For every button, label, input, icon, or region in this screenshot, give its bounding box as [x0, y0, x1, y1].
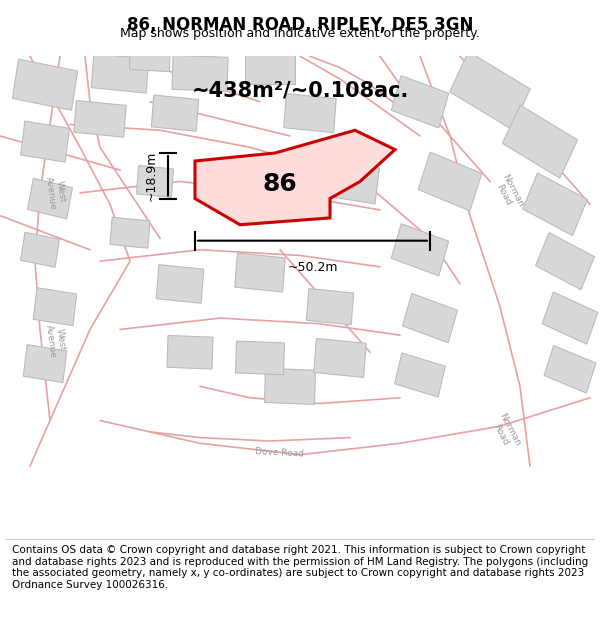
Bar [450, 52, 530, 129]
Text: ~18.9m: ~18.9m [145, 151, 158, 201]
Bar [391, 76, 449, 128]
Bar [136, 166, 173, 198]
Bar [523, 173, 587, 236]
Text: Dove Road: Dove Road [256, 447, 305, 458]
Bar [13, 59, 77, 110]
Bar [28, 178, 73, 219]
Bar [33, 288, 77, 326]
Text: ~438m²/~0.108ac.: ~438m²/~0.108ac. [191, 81, 409, 101]
Text: 86: 86 [263, 172, 298, 196]
Bar [151, 95, 199, 131]
Bar [544, 346, 596, 393]
Bar [307, 289, 353, 325]
Bar [91, 54, 149, 93]
Bar [284, 94, 336, 132]
Bar [130, 41, 170, 72]
Bar [156, 264, 204, 303]
Bar [167, 336, 213, 369]
Bar [235, 253, 285, 292]
Bar [418, 152, 482, 211]
Text: West
Avenue: West Avenue [44, 175, 68, 211]
Bar [110, 217, 150, 248]
Bar [320, 159, 379, 204]
Bar [172, 55, 228, 91]
Text: 86, NORMAN ROAD, RIPLEY, DE5 3GN: 86, NORMAN ROAD, RIPLEY, DE5 3GN [127, 16, 473, 34]
Text: West
Avenue: West Avenue [44, 322, 68, 359]
Bar [391, 224, 449, 276]
Bar [74, 101, 126, 138]
Bar [536, 232, 595, 290]
Bar [395, 353, 445, 397]
Polygon shape [195, 130, 395, 225]
Bar [245, 52, 295, 84]
Bar [20, 121, 70, 162]
Bar [20, 232, 59, 268]
Text: Map shows position and indicative extent of the property.: Map shows position and indicative extent… [120, 28, 480, 41]
Bar [403, 293, 457, 343]
Text: Norman
Road: Norman Road [491, 173, 525, 213]
Bar [542, 292, 598, 344]
Text: Norman
Road: Norman Road [488, 411, 522, 452]
Bar [236, 341, 284, 375]
Bar [502, 105, 578, 178]
Bar [23, 344, 67, 382]
Bar [265, 368, 316, 404]
Text: Contains OS data © Crown copyright and database right 2021. This information is : Contains OS data © Crown copyright and d… [12, 545, 588, 590]
Bar [314, 338, 366, 377]
Text: ~50.2m: ~50.2m [287, 261, 338, 274]
